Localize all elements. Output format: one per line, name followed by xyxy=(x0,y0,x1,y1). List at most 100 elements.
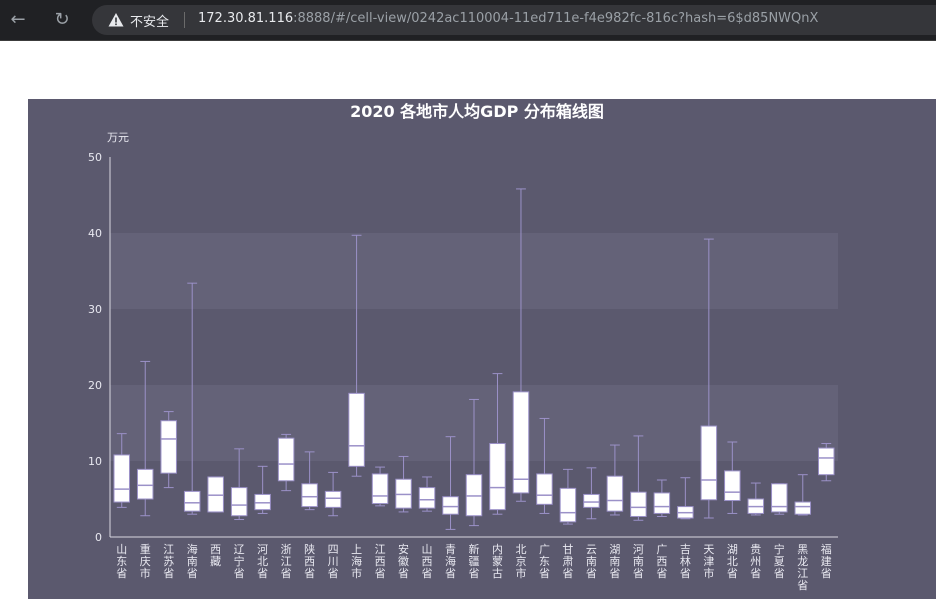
chart-container: 2020 各地市人均GDP 分布箱线图 万元 0 10 20 30 40 50 山东省重庆市江苏… xyxy=(28,99,936,599)
x-tick-label: 省 xyxy=(609,567,620,580)
x-tick-label: 江 xyxy=(281,555,292,568)
x-tick-label: 省 xyxy=(304,567,315,580)
x-tick-label: 林 xyxy=(680,554,691,568)
x-tick-label: 疆 xyxy=(469,555,480,568)
y-tick-label: 30 xyxy=(88,303,102,316)
box xyxy=(113,454,130,503)
x-tick-label: 省 xyxy=(257,567,268,580)
x-tick-label: 省 xyxy=(116,567,127,580)
x-tick-label: 天 xyxy=(703,543,714,556)
reload-icon[interactable]: ↻ xyxy=(54,9,70,30)
security-label[interactable]: 不安全 xyxy=(130,15,170,30)
x-tick-label: 海 xyxy=(351,554,362,568)
grid-band xyxy=(110,233,838,309)
x-tick-label: 省 xyxy=(727,567,738,580)
x-tick-label: 山 xyxy=(422,543,433,556)
x-tick-label: 川 xyxy=(328,555,339,568)
x-tick-label: 京 xyxy=(515,554,526,568)
box xyxy=(136,468,154,500)
x-tick-label: 省 xyxy=(328,567,339,580)
x-tick-label: 上 xyxy=(351,543,362,556)
x-tick-label: 吉 xyxy=(680,543,691,556)
x-tick-label: 北 xyxy=(727,555,738,568)
x-tick-label: 市 xyxy=(351,566,362,580)
box xyxy=(630,491,647,517)
x-tick-label: 省 xyxy=(656,567,667,580)
x-tick-label: 重 xyxy=(140,542,151,556)
box xyxy=(301,483,318,508)
box xyxy=(771,483,788,513)
box xyxy=(489,443,506,511)
x-tick-label: 肃 xyxy=(562,555,573,568)
x-tick-label: 江 xyxy=(375,543,386,556)
x-tick-label: 省 xyxy=(633,567,644,580)
box xyxy=(160,420,177,474)
x-tick-label: 省 xyxy=(163,567,174,580)
box xyxy=(724,470,741,502)
x-tick-label: 福 xyxy=(821,542,832,556)
x-tick-label: 四 xyxy=(328,543,339,556)
x-tick-label: 东 xyxy=(539,555,550,568)
browser-toolbar: ← ↻ 不安全 172.30.81.116:8888/#/cell-view/0… xyxy=(0,0,936,41)
box xyxy=(700,425,718,501)
box xyxy=(606,475,624,512)
x-tick-label: 市 xyxy=(515,566,526,580)
box xyxy=(277,437,295,482)
x-tick-label: 省 xyxy=(375,567,386,580)
x-tick-label: 省 xyxy=(680,567,691,580)
x-tick-label: 河 xyxy=(633,543,644,556)
box xyxy=(207,476,224,513)
back-arrow-icon[interactable]: ← xyxy=(10,9,26,30)
x-tick-label: 省 xyxy=(422,567,433,580)
boxplot-chart: 2020 各地市人均GDP 分布箱线图万元01020304050山东省重庆市江苏… xyxy=(88,102,838,592)
x-tick-label: 辽 xyxy=(234,543,245,556)
x-tick-label: 北 xyxy=(257,555,268,568)
x-tick-label: 广 xyxy=(539,543,550,556)
x-tick-label: 省 xyxy=(821,567,832,580)
address-bar[interactable]: 不安全 172.30.81.116:8888/#/cell-view/0242a… xyxy=(92,5,936,35)
x-tick-label: 西 xyxy=(375,555,386,568)
x-tick-label: 浙 xyxy=(281,543,292,556)
x-tick-label: 省 xyxy=(750,567,761,580)
x-tick-label: 新 xyxy=(469,542,480,556)
box xyxy=(794,501,812,515)
y-tick-label: 20 xyxy=(88,379,102,392)
x-tick-label: 省 xyxy=(797,579,808,592)
x-tick-label: 甘 xyxy=(562,543,573,556)
box xyxy=(583,493,600,508)
y-tick-label: 10 xyxy=(88,455,102,468)
x-tick-label: 省 xyxy=(445,567,456,580)
x-tick-label: 南 xyxy=(633,555,644,568)
x-tick-label: 宁 xyxy=(234,554,245,568)
x-tick-label: 庆 xyxy=(140,554,151,568)
x-tick-label: 海 xyxy=(445,554,456,568)
box xyxy=(512,391,530,494)
box xyxy=(818,447,835,476)
x-tick-label: 苏 xyxy=(163,555,174,568)
x-tick-label: 省 xyxy=(562,567,573,580)
x-tick-label: 南 xyxy=(586,555,597,568)
url-path: :8888/#/cell-view/0242ac110004-11ed711e-… xyxy=(293,11,819,26)
warning-triangle-icon[interactable] xyxy=(108,12,124,28)
x-tick-label: 江 xyxy=(163,543,174,556)
y-axis-label: 万元 xyxy=(107,131,129,144)
url-text[interactable]: 172.30.81.116:8888/#/cell-view/0242ac110… xyxy=(198,11,818,26)
x-tick-label: 安 xyxy=(398,542,409,556)
x-tick-label: 西 xyxy=(422,555,433,568)
x-tick-label: 夏 xyxy=(774,555,785,568)
x-tick-label: 湖 xyxy=(609,543,620,556)
x-tick-label: 龙 xyxy=(797,555,808,568)
x-tick-label: 市 xyxy=(703,566,714,580)
x-tick-label: 西 xyxy=(304,555,315,568)
x-tick-label: 建 xyxy=(821,554,832,568)
box xyxy=(465,474,483,517)
box xyxy=(395,478,412,509)
x-tick-label: 西 xyxy=(210,543,221,556)
x-tick-label: 北 xyxy=(515,543,526,556)
x-tick-label: 省 xyxy=(398,567,409,580)
x-tick-label: 省 xyxy=(469,567,480,580)
x-tick-label: 徽 xyxy=(398,554,409,568)
x-tick-label: 海 xyxy=(187,542,198,556)
y-tick-label: 0 xyxy=(95,531,102,544)
y-tick-label: 50 xyxy=(88,151,102,164)
